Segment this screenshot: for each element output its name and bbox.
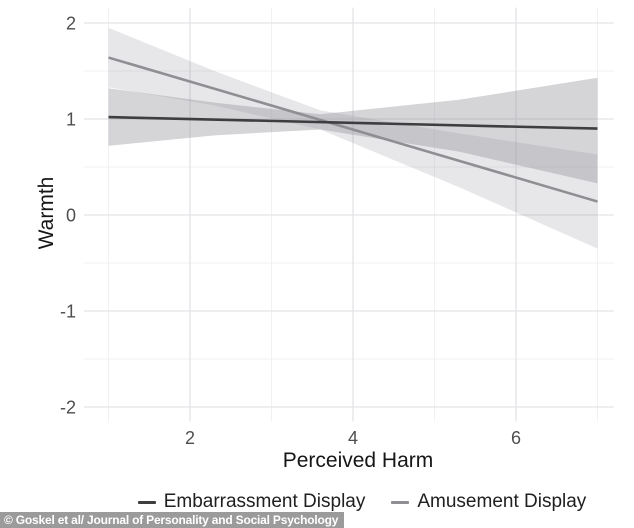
legend-line-swatch-embarrassment (137, 500, 156, 504)
tick-labels: 2 4 6 2 1 0 -1 -2 (60, 14, 521, 449)
legend-item-embarrassment: Embarrassment Display (137, 491, 366, 513)
x-tick-label: 6 (511, 428, 521, 448)
y-tick-label: -2 (60, 398, 76, 418)
y-axis-title: Warmth (35, 177, 58, 250)
legend: Embarrassment Display Amusement Display (0, 489, 634, 515)
legend-label-amusement: Amusement Display (417, 491, 587, 512)
x-tick-label: 2 (185, 428, 195, 448)
x-tick-label: 4 (348, 428, 358, 448)
credit-caption: © Goskel et al/ Journal of Personality a… (0, 512, 345, 528)
y-tick-label: -1 (60, 302, 76, 322)
y-tick-label: 2 (66, 14, 76, 34)
trend-line-embarrassment (108, 115, 598, 130)
chart-canvas: 2 4 6 2 1 0 -1 -2 Perceived Harm Warmth (35, 7, 614, 472)
confidence-band-amusement (108, 27, 598, 249)
legend-item-amusement: Amusement Display (391, 491, 586, 513)
legend-label-embarrassment: Embarrassment Display (163, 491, 366, 512)
grid-major (84, 7, 614, 422)
y-tick-label: 0 (66, 206, 76, 226)
x-axis-title: Perceived Harm (283, 449, 434, 472)
grid-minor (84, 7, 614, 422)
y-tick-label: 1 (66, 110, 76, 130)
legend-line-swatch-amusement (391, 500, 410, 504)
trend-lines (108, 56, 598, 203)
trend-line-amusement (108, 56, 598, 203)
